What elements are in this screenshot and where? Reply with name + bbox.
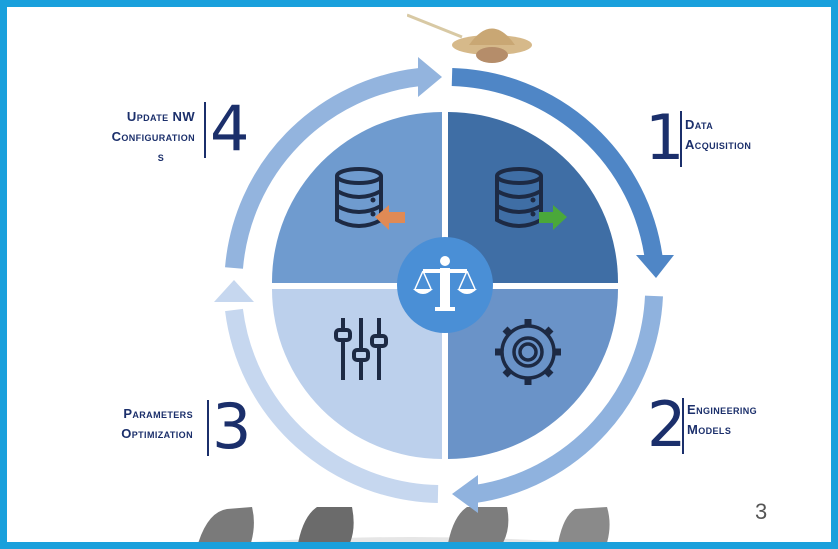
quadrant-data-acquisition: [448, 112, 619, 283]
sliders-icon: [334, 318, 388, 380]
step-label-line: Models: [687, 422, 732, 437]
step-number-1: 1: [645, 101, 685, 174]
arrow-arc-engineering-models: [473, 295, 663, 503]
step-number-2: 2: [647, 388, 687, 461]
arrowhead-engineering-models: [452, 475, 478, 513]
database-export-icon: [495, 167, 567, 230]
step-label-update-configurations: Update NW Configuration s: [47, 107, 195, 167]
step-label-line: Configuration: [111, 129, 195, 144]
quadrant-parameters-optimization: [272, 289, 442, 459]
step-label-line: Engineering: [687, 402, 758, 417]
gear-icon: [495, 319, 561, 385]
step-number-4: 4: [210, 92, 250, 165]
justice-scale-icon: [413, 256, 477, 311]
elephant-illustration: [198, 507, 610, 542]
step-label-engineering-models: Engineering Models: [687, 400, 757, 440]
step-label-line: Data: [685, 117, 714, 132]
step-divider-4: [204, 102, 206, 158]
step-label-line: Acquisition: [685, 137, 752, 152]
step-divider-3: [207, 400, 209, 456]
page-number: 3: [755, 499, 768, 524]
arrowhead-parameters-optimization: [214, 280, 254, 302]
arrow-arc-data-acquisition: [451, 68, 663, 262]
arrowhead-update-configurations: [418, 57, 442, 97]
step-label-line: Update NW: [126, 109, 195, 124]
step-divider-2: [682, 398, 684, 454]
step-label-data-acquisition: Data Acquisition: [685, 115, 751, 155]
arrow-arc-update-configurations: [225, 68, 422, 269]
database-import-icon: [335, 167, 405, 230]
cycle-diagram: [214, 57, 674, 513]
step-label-line: s: [157, 149, 165, 164]
step-label-line: Optimization: [121, 426, 193, 441]
step-label-parameters-optimization: Parameters Optimization: [83, 404, 193, 444]
arrowhead-data-acquisition: [636, 255, 674, 278]
step-number-3: 3: [212, 390, 252, 463]
quadrant-engineering-models: [448, 289, 618, 459]
step-label-line: Parameters: [123, 406, 193, 421]
arrow-arc-parameters-optimization: [225, 308, 439, 503]
person-illustration: [407, 13, 532, 63]
step-divider-1: [680, 111, 682, 167]
